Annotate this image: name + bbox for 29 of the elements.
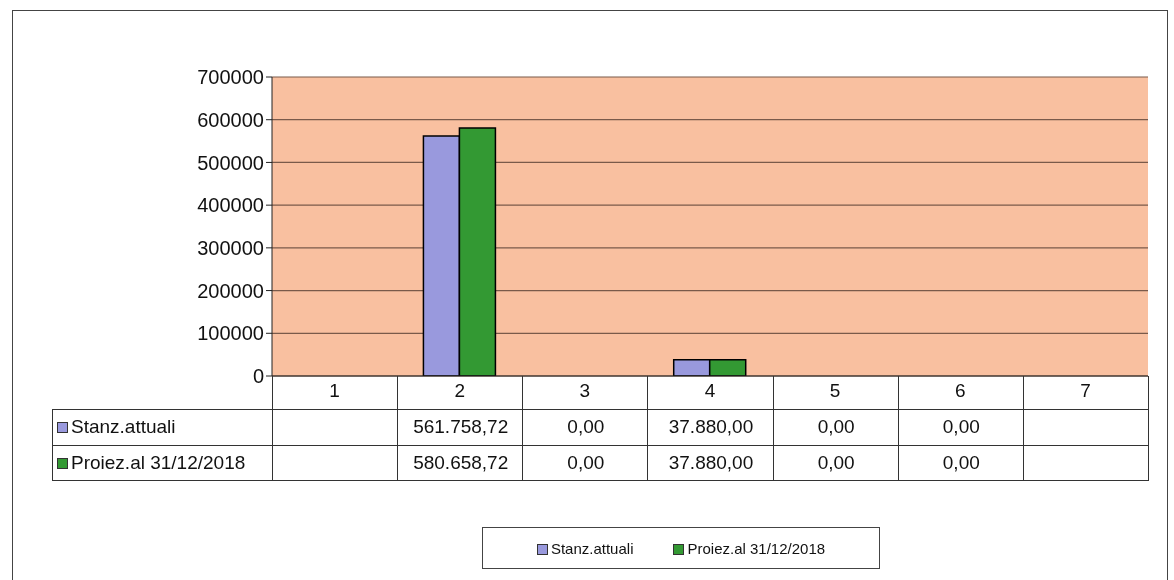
y-tick-label: 700000 (197, 66, 264, 89)
data-label: 561.758,72 (412, 416, 510, 438)
x-tick-label: 6 (955, 380, 966, 402)
data-label: 580.658,72 (412, 452, 510, 474)
x-tick-label: 7 (1080, 380, 1091, 402)
data-label: 37.880,00 (667, 416, 755, 438)
x-tick-label: 1 (329, 380, 340, 402)
x-tick-label: 4 (704, 380, 716, 402)
y-tick-label: 300000 (197, 236, 264, 259)
data-label: 0,00 (566, 452, 606, 474)
y-tick-label: 500000 (197, 151, 264, 174)
data-label: 0,00 (816, 416, 856, 438)
text: Stanz.attuali (71, 416, 176, 437)
text: Proiez.al 31/12/2018 (71, 452, 246, 473)
x-tick-label: 2 (454, 380, 465, 402)
data-label: 0,00 (566, 416, 606, 438)
data-label: 0,00 (816, 452, 856, 474)
legend-label: Proiez.al 31/12/2018 (686, 539, 826, 557)
y-tick-label: 400000 (197, 194, 264, 217)
y-tick-label: 600000 (197, 108, 264, 131)
x-tick-label: 3 (579, 380, 591, 402)
y-tick-label: 200000 (197, 279, 264, 302)
legend-label: Stanz.attuali (549, 539, 634, 557)
data-label: 0,00 (941, 416, 981, 438)
data-label: 37.880,00 (667, 452, 755, 474)
y-tick-label: 100000 (197, 322, 264, 345)
data-label: 0,00 (941, 452, 981, 474)
y-tick-label: 0 (252, 365, 264, 388)
x-tick-label: 5 (829, 380, 841, 402)
